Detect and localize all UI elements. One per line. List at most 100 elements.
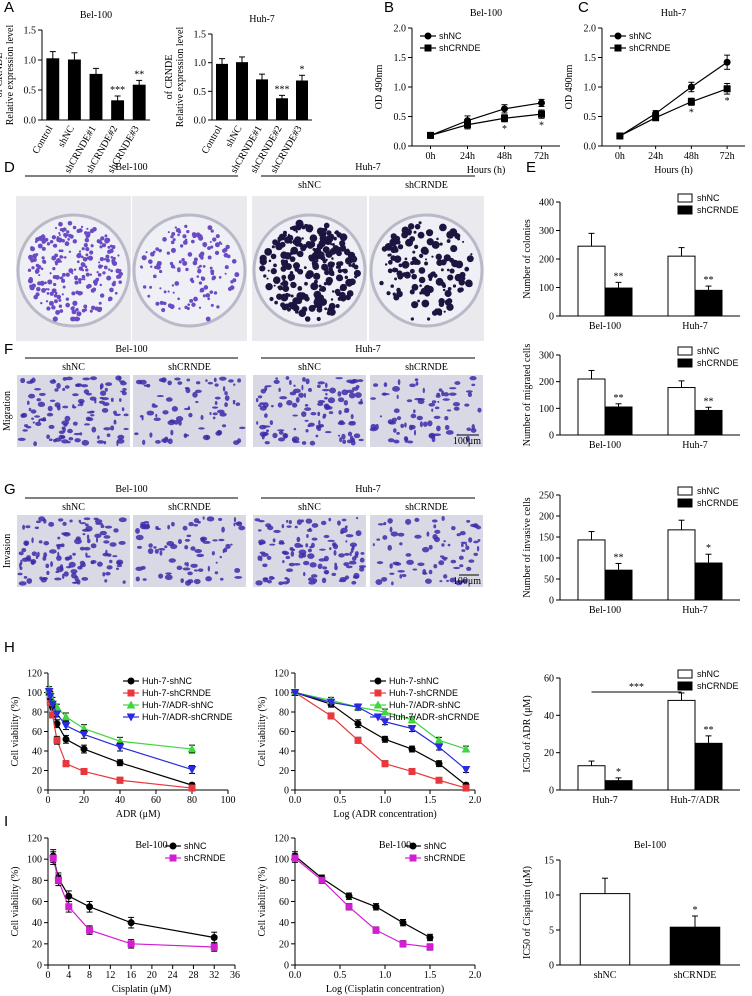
colony: [223, 247, 228, 252]
significance: ***: [275, 84, 290, 95]
panel-label: I: [4, 813, 8, 830]
cell: [75, 383, 81, 387]
colony: [457, 263, 461, 267]
colony: [76, 311, 82, 317]
cell: [115, 567, 120, 570]
x-tick-label: Bel-100: [589, 440, 621, 451]
colony: [419, 291, 423, 295]
cell: [421, 546, 430, 553]
group-label: Bel-100: [115, 484, 147, 495]
cell: [454, 381, 461, 385]
cell: [320, 520, 327, 526]
colony: [53, 288, 57, 293]
cell: [471, 383, 476, 387]
colony: [406, 228, 413, 235]
cell: [277, 402, 283, 408]
cell: [278, 430, 284, 435]
colony: [52, 316, 58, 322]
colony: [316, 316, 321, 322]
cell: [443, 574, 448, 579]
colony: [187, 252, 193, 257]
cell: [207, 565, 211, 572]
colony: [318, 294, 324, 300]
cell: [322, 415, 326, 419]
cell: [186, 562, 189, 567]
cell: [382, 393, 390, 396]
colony: [318, 284, 322, 288]
cell: [447, 543, 451, 547]
colony: [86, 227, 89, 230]
image-panel: F Bel-100 shNC shCRNDE Huh-7 shNC shCRNDE Migra…: [2, 341, 483, 447]
cell: [434, 406, 440, 410]
colony: [45, 300, 49, 303]
cell: [279, 396, 288, 400]
colony: [390, 246, 397, 254]
colony: [191, 279, 195, 284]
colony: [259, 257, 267, 266]
cell: [30, 559, 37, 565]
cell: [383, 382, 388, 388]
colony: [331, 290, 335, 293]
cell: [389, 572, 395, 575]
colony: [74, 280, 79, 285]
colony: [47, 288, 50, 291]
point: [52, 710, 62, 719]
cell: [239, 426, 246, 430]
cell: [213, 377, 217, 383]
colony: [309, 255, 313, 259]
colony: [424, 261, 429, 266]
cell: [309, 440, 316, 446]
y-tick-label: 100: [539, 404, 554, 415]
colony: [36, 286, 41, 292]
cell: [290, 548, 296, 552]
cell: [57, 551, 60, 558]
cell: [466, 519, 471, 523]
point: [353, 703, 363, 712]
colony: [444, 299, 452, 306]
cell: [105, 382, 113, 386]
cell: [278, 581, 284, 586]
cell: [54, 388, 59, 392]
point: [408, 745, 416, 753]
cell: [413, 409, 416, 413]
y-axis-label: OD 490nm: [374, 64, 385, 109]
colony: [178, 260, 182, 264]
colony: [259, 265, 266, 272]
colony: [56, 236, 60, 239]
colony: [153, 274, 157, 279]
colony: [155, 247, 159, 251]
colony: [88, 255, 92, 260]
bar: [577, 378, 606, 436]
legend-swatch: [677, 193, 693, 203]
y-tick-label: 2.0: [584, 24, 597, 35]
y-axis-label: Number of invasive cells: [522, 497, 533, 597]
colony: [428, 277, 433, 282]
cell: [180, 578, 184, 584]
cell: [146, 523, 150, 529]
colony: [96, 270, 99, 274]
point: [538, 110, 545, 118]
cell: [423, 421, 428, 427]
colony: [280, 254, 285, 259]
series-line: [430, 113, 542, 136]
cell: [318, 548, 326, 551]
cell: [337, 434, 341, 437]
cell: [354, 551, 359, 556]
colony: [281, 280, 289, 287]
colony: [63, 256, 67, 259]
colony: [297, 270, 301, 274]
cell: [72, 552, 76, 556]
cell: [257, 529, 262, 532]
colony: [60, 276, 64, 280]
condition-label: shCRNDE: [405, 180, 448, 191]
cell: [456, 433, 460, 437]
cell: [311, 523, 319, 528]
y-tick-label: 300: [539, 351, 554, 362]
point: [426, 933, 434, 941]
cell: [214, 396, 221, 400]
cell: [349, 551, 352, 557]
cell: [273, 529, 281, 533]
chart-title: Bel-100: [470, 8, 502, 19]
cell: [444, 424, 450, 431]
x-tick-label: 72h: [720, 151, 735, 162]
